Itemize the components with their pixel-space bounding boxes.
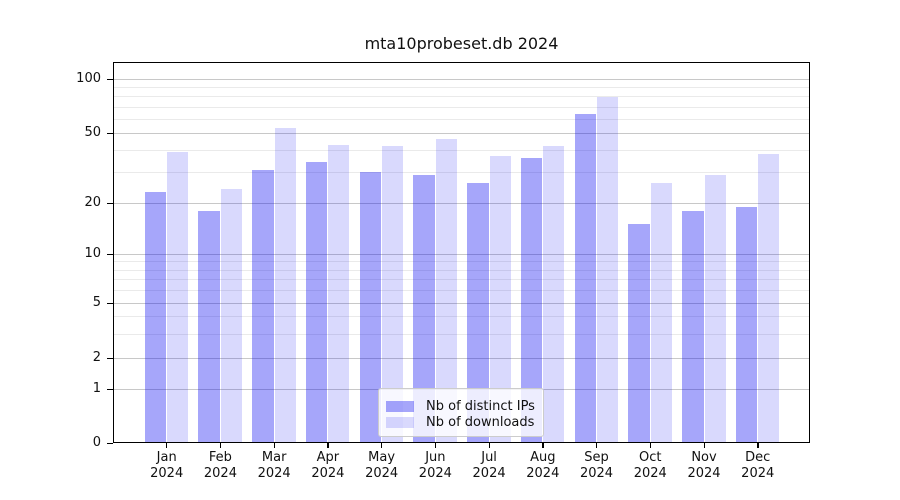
bar-nb-of-distinct-ips-sep-2024 — [574, 113, 597, 442]
bar-nb-of-distinct-ips-jan-2024 — [144, 192, 167, 442]
x-tick-label-feb-2024: Feb 2024 — [203, 450, 237, 481]
bar-nb-of-downloads-aug-2024 — [543, 146, 565, 442]
bar-nb-of-distinct-ips-mar-2024 — [252, 169, 274, 442]
y-tick-mark-5 — [107, 302, 113, 304]
gridline-70 — [113, 106, 810, 108]
bar-nb-of-distinct-ips-oct-2024 — [628, 224, 650, 442]
bar-nb-of-downloads-jun-2024 — [435, 139, 457, 442]
bar-nb-of-distinct-ips-dec-2024 — [735, 206, 758, 442]
gridline-20 — [113, 203, 810, 204]
y-tick-mark-10 — [107, 253, 113, 255]
bar-nb-of-downloads-apr-2024 — [328, 144, 350, 442]
gridline-90 — [113, 87, 810, 89]
bar-nb-of-downloads-feb-2024 — [220, 189, 242, 442]
bar-nb-of-downloads-jan-2024 — [167, 151, 189, 442]
bar-nb-of-distinct-ips-may-2024 — [359, 172, 382, 442]
gridline-100 — [113, 79, 810, 80]
x-tick-mark-may-2024 — [381, 443, 383, 448]
x-tick-mark-oct-2024 — [649, 443, 652, 448]
legend-label-distinct-ips: Nb of distinct IPs — [426, 398, 535, 414]
x-tick-label-apr-2024: Apr 2024 — [311, 450, 345, 481]
bar-nb-of-distinct-ips-jul-2024 — [467, 182, 489, 442]
y-tick-mark-2 — [107, 357, 113, 359]
gridline-8 — [113, 269, 810, 271]
chart-title: mta10probeset.db 2024 — [364, 34, 559, 53]
y-tick-label-5: 5 — [92, 295, 101, 310]
x-tick-label-jun-2024: Jun 2024 — [418, 450, 452, 481]
x-tick-label-jul-2024: Jul 2024 — [472, 450, 506, 481]
bar-nb-of-downloads-sep-2024 — [597, 97, 619, 442]
legend-swatch-downloads — [386, 416, 414, 428]
x-tick-label-nov-2024: Nov 2024 — [687, 450, 721, 481]
x-tick-label-may-2024: May 2024 — [365, 450, 399, 481]
y-tick-label-100: 100 — [76, 71, 101, 86]
x-tick-mark-sep-2024 — [596, 443, 598, 448]
y-tick-mark-100 — [107, 78, 113, 80]
y-tick-mark-0 — [107, 442, 113, 444]
y-tick-label-0: 0 — [92, 435, 101, 450]
plot-area: Nb of distinct IPs Nb of downloads — [113, 62, 810, 443]
x-tick-mark-jul-2024 — [488, 443, 490, 448]
x-tick-mark-apr-2024 — [327, 443, 329, 448]
x-tick-mark-mar-2024 — [273, 443, 275, 448]
gridline-5 — [113, 303, 810, 304]
bar-nb-of-downloads-dec-2024 — [758, 153, 780, 442]
bar-nb-of-distinct-ips-feb-2024 — [198, 210, 220, 442]
gridline-3 — [113, 333, 810, 335]
gridline-6 — [113, 290, 810, 292]
gridline-40 — [113, 150, 810, 152]
x-tick-label-sep-2024: Sep 2024 — [579, 450, 614, 481]
x-tick-label-dec-2024: Dec 2024 — [741, 450, 775, 481]
bar-nb-of-downloads-nov-2024 — [704, 174, 726, 442]
y-tick-label-20: 20 — [84, 195, 101, 210]
bar-nb-of-distinct-ips-aug-2024 — [520, 158, 543, 442]
x-tick-mark-nov-2024 — [703, 443, 705, 448]
bar-nb-of-downloads-may-2024 — [382, 146, 404, 442]
gridline-50 — [113, 133, 810, 134]
y-tick-mark-20 — [107, 202, 113, 204]
legend-item-downloads: Nb of downloads — [386, 414, 535, 430]
bar-nb-of-downloads-mar-2024 — [274, 128, 296, 442]
legend-swatch-distinct-ips — [386, 400, 414, 412]
x-tick-mark-feb-2024 — [219, 443, 222, 448]
bar-nb-of-distinct-ips-nov-2024 — [682, 210, 704, 442]
gridline-4 — [113, 316, 810, 318]
y-tick-label-2: 2 — [92, 350, 101, 365]
y-tick-label-1: 1 — [92, 381, 101, 396]
gridline-10 — [113, 254, 810, 255]
gridline-7 — [113, 279, 810, 281]
gridline-30 — [113, 172, 810, 174]
bar-nb-of-distinct-ips-apr-2024 — [305, 162, 328, 442]
gridline-60 — [113, 118, 810, 120]
gridline-80 — [113, 96, 810, 98]
y-tick-mark-1 — [107, 388, 113, 390]
x-tick-mark-jan-2024 — [166, 443, 168, 448]
x-tick-mark-aug-2024 — [542, 443, 544, 448]
x-tick-mark-dec-2024 — [757, 443, 759, 448]
gridline-2 — [113, 358, 810, 359]
x-tick-label-oct-2024: Oct 2024 — [633, 450, 667, 481]
y-tick-label-50: 50 — [84, 125, 101, 140]
bar-nb-of-distinct-ips-jun-2024 — [413, 174, 435, 442]
gridline-9 — [113, 261, 810, 263]
y-tick-mark-50 — [107, 132, 113, 134]
x-tick-label-aug-2024: Aug 2024 — [526, 450, 560, 481]
legend: Nb of distinct IPs Nb of downloads — [378, 388, 544, 437]
x-tick-label-mar-2024: Mar 2024 — [257, 450, 291, 481]
bar-nb-of-downloads-jul-2024 — [489, 156, 511, 442]
y-tick-label-10: 10 — [84, 246, 101, 261]
legend-label-downloads: Nb of downloads — [426, 414, 535, 430]
x-tick-label-jan-2024: Jan 2024 — [150, 450, 184, 481]
legend-item-distinct-ips: Nb of distinct IPs — [386, 398, 535, 414]
bar-nb-of-downloads-oct-2024 — [650, 182, 672, 442]
x-tick-mark-jun-2024 — [434, 443, 437, 448]
